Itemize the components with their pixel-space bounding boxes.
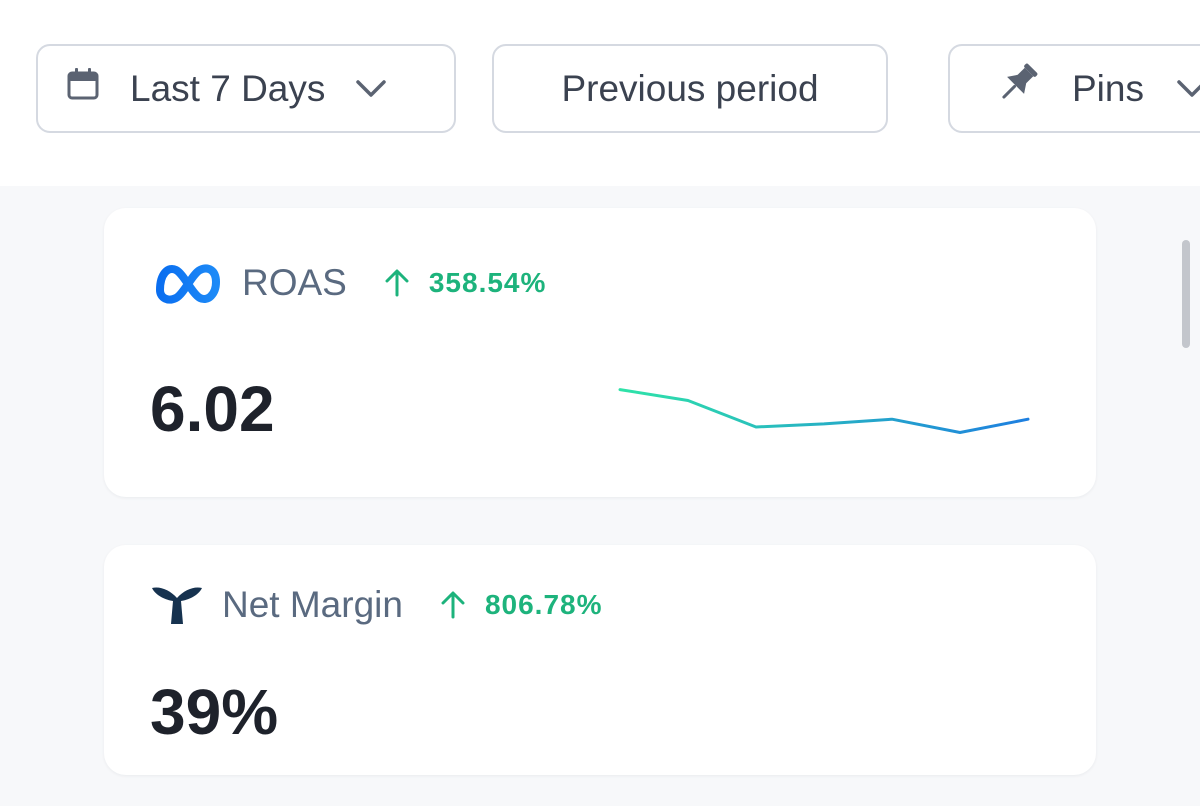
metric-value: 39% bbox=[150, 676, 279, 748]
compare-period-button[interactable]: Previous period bbox=[492, 44, 888, 133]
date-range-label: Last 7 Days bbox=[130, 67, 326, 109]
metric-name: ROAS bbox=[242, 262, 347, 303]
sparkline-series bbox=[618, 388, 1030, 434]
scrollbar-thumb[interactable] bbox=[1182, 240, 1190, 348]
whale-tail-icon bbox=[150, 584, 204, 626]
date-range-button[interactable]: Last 7 Days bbox=[36, 44, 456, 133]
chevron-down-icon bbox=[355, 79, 387, 99]
pins-button[interactable]: Pins bbox=[948, 44, 1200, 133]
chevron-down-icon bbox=[1176, 79, 1200, 99]
metric-value: 6.02 bbox=[150, 373, 275, 445]
sparkline-chart bbox=[618, 388, 1030, 434]
metric-change-value: 806.78% bbox=[484, 589, 603, 620]
arrow-up-icon bbox=[385, 269, 409, 297]
pins-label: Pins bbox=[1072, 67, 1144, 109]
toolbar: Last 7 Days Previous period Pins bbox=[0, 0, 1200, 186]
metric-card-roas[interactable]: ROAS 358.54% 6.02 bbox=[104, 208, 1096, 497]
metric-change: 358.54% bbox=[385, 267, 547, 299]
calendar-icon bbox=[66, 67, 100, 110]
pin-icon bbox=[992, 62, 1042, 115]
metric-change-value: 358.54% bbox=[428, 267, 547, 298]
metric-card-net-margin[interactable]: Net Margin 806.78% 39% bbox=[104, 545, 1096, 775]
arrow-up-icon bbox=[441, 591, 465, 619]
meta-logo-icon bbox=[154, 260, 222, 306]
metric-header: ROAS 358.54% bbox=[154, 208, 546, 358]
metric-name: Net Margin bbox=[222, 584, 403, 625]
metric-change: 806.78% bbox=[441, 589, 603, 621]
metrics-panel: ROAS 358.54% 6.02 bbox=[0, 186, 1200, 806]
metric-header: Net Margin 806.78% bbox=[150, 545, 603, 665]
compare-period-label: Previous period bbox=[561, 67, 819, 109]
